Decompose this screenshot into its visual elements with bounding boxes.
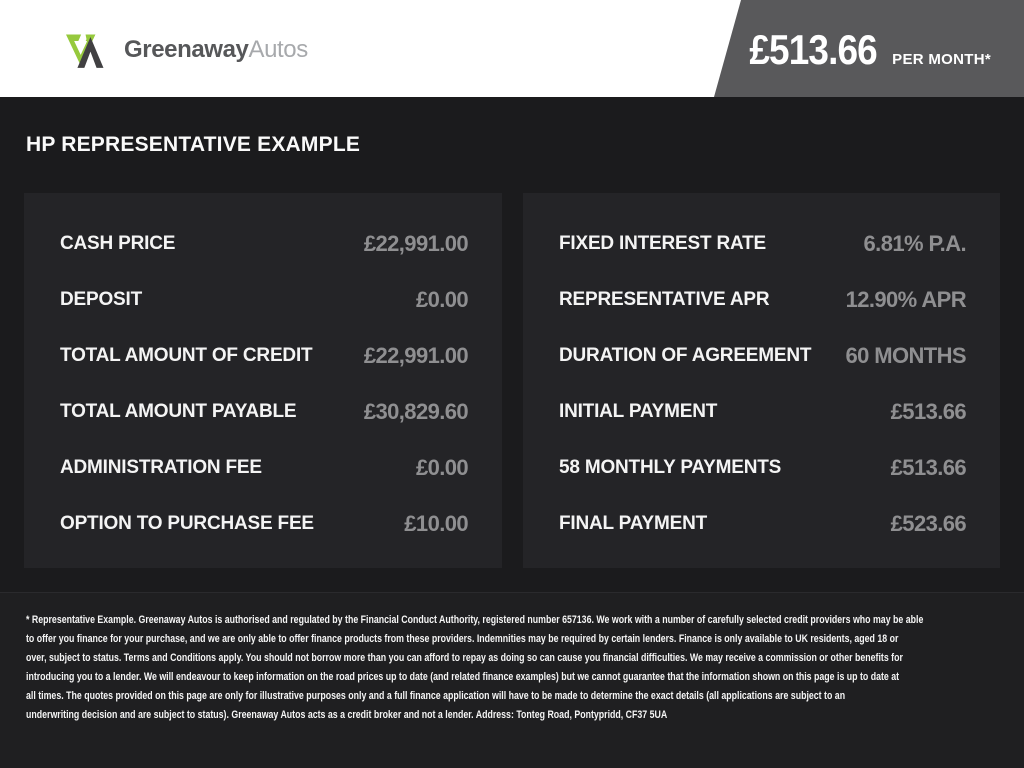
finance-value: £22,991.00: [363, 231, 469, 256]
finance-row-apr: REPRESENTATIVE APR 12.90% APR: [559, 272, 967, 328]
finance-value: £513.66: [890, 399, 967, 424]
disclaimer-line: to offer you finance for your purchase, …: [26, 633, 899, 645]
monthly-price: £513.66 PER MONTH*: [732, 25, 1024, 73]
brand-name-bold: Greenaway: [124, 36, 249, 63]
finance-value: 6.81% P.A.: [863, 231, 967, 256]
finance-label: OPTION TO PURCHASE FEE: [60, 513, 314, 534]
finance-value: £30,829.60: [363, 399, 469, 424]
finance-value: £22,991.00: [363, 343, 469, 368]
finance-label: 58 MONTHLY PAYMENTS: [559, 457, 782, 478]
brand-logo[interactable]: GreenawayAutos: [66, 27, 308, 73]
finance-row-duration: DURATION OF AGREEMENT 60 MONTHS: [559, 328, 967, 384]
finance-label: DURATION OF AGREEMENT: [559, 345, 812, 366]
brand-name-light: Autos: [248, 36, 308, 63]
disclaimer-footer: * Representative Example. Greenaway Auto…: [0, 592, 1024, 768]
finance-value: £10.00: [404, 511, 468, 536]
monthly-price-amount: £513.66: [749, 25, 878, 73]
finance-value: 60 MONTHS: [845, 343, 966, 368]
brand-name: GreenawayAutos: [124, 36, 308, 64]
finance-row-initial-payment: INITIAL PAYMENT £513.66: [559, 384, 967, 440]
finance-value: 12.90% APR: [845, 287, 967, 312]
disclaimer-line: all times. The quotes provided on this p…: [26, 690, 846, 702]
finance-label: TOTAL AMOUNT OF CREDIT: [60, 345, 313, 366]
disclaimer-line: over, subject to status. Terms and Condi…: [26, 652, 903, 664]
finance-value: £0.00: [415, 455, 469, 480]
finance-label: TOTAL AMOUNT PAYABLE: [60, 401, 297, 422]
finance-value: £523.66: [890, 511, 967, 536]
finance-value: £0.00: [415, 287, 469, 312]
page-title: HP REPRESENTATIVE EXAMPLE: [26, 133, 361, 156]
finance-label: CASH PRICE: [60, 233, 176, 254]
finance-row-admin-fee: ADMINISTRATION FEE £0.00: [60, 440, 469, 496]
monthly-price-banner: £513.66 PER MONTH*: [714, 0, 1024, 97]
finance-row-total-credit: TOTAL AMOUNT OF CREDIT £22,991.00: [60, 328, 469, 384]
finance-label: REPRESENTATIVE APR: [559, 289, 770, 310]
finance-row-cash-price: CASH PRICE £22,991.00: [60, 216, 469, 272]
finance-row-monthly-payments: 58 MONTHLY PAYMENTS £513.66: [559, 440, 967, 496]
monthly-price-period: PER MONTH*: [892, 50, 991, 68]
finance-row-deposit: DEPOSIT £0.00: [60, 272, 469, 328]
finance-label: ADMINISTRATION FEE: [60, 457, 262, 478]
finance-label: FIXED INTEREST RATE: [559, 233, 766, 254]
finance-label: DEPOSIT: [60, 289, 143, 310]
finance-row-total-payable: TOTAL AMOUNT PAYABLE £30,829.60: [60, 384, 469, 440]
finance-value: £513.66: [890, 455, 967, 480]
finance-label: FINAL PAYMENT: [559, 513, 708, 534]
greenaway-ga-icon: [66, 33, 104, 68]
finance-label: INITIAL PAYMENT: [559, 401, 718, 422]
header-bar: GreenawayAutos £513.66 PER MONTH*: [0, 0, 1024, 97]
disclaimer-line: underwriting decision and are subject to…: [26, 709, 668, 721]
finance-row-interest-rate: FIXED INTEREST RATE 6.81% P.A.: [559, 216, 967, 272]
finance-row-final-payment: FINAL PAYMENT £523.66: [559, 496, 967, 552]
finance-row-option-fee: OPTION TO PURCHASE FEE £10.00: [60, 496, 469, 552]
finance-panel-left: CASH PRICE £22,991.00 DEPOSIT £0.00 TOTA…: [24, 193, 502, 568]
finance-panel-right: FIXED INTEREST RATE 6.81% P.A. REPRESENT…: [523, 193, 1000, 568]
disclaimer-line: introducing you to a lender. We will end…: [26, 671, 900, 683]
disclaimer-line: * Representative Example. Greenaway Auto…: [26, 614, 924, 626]
